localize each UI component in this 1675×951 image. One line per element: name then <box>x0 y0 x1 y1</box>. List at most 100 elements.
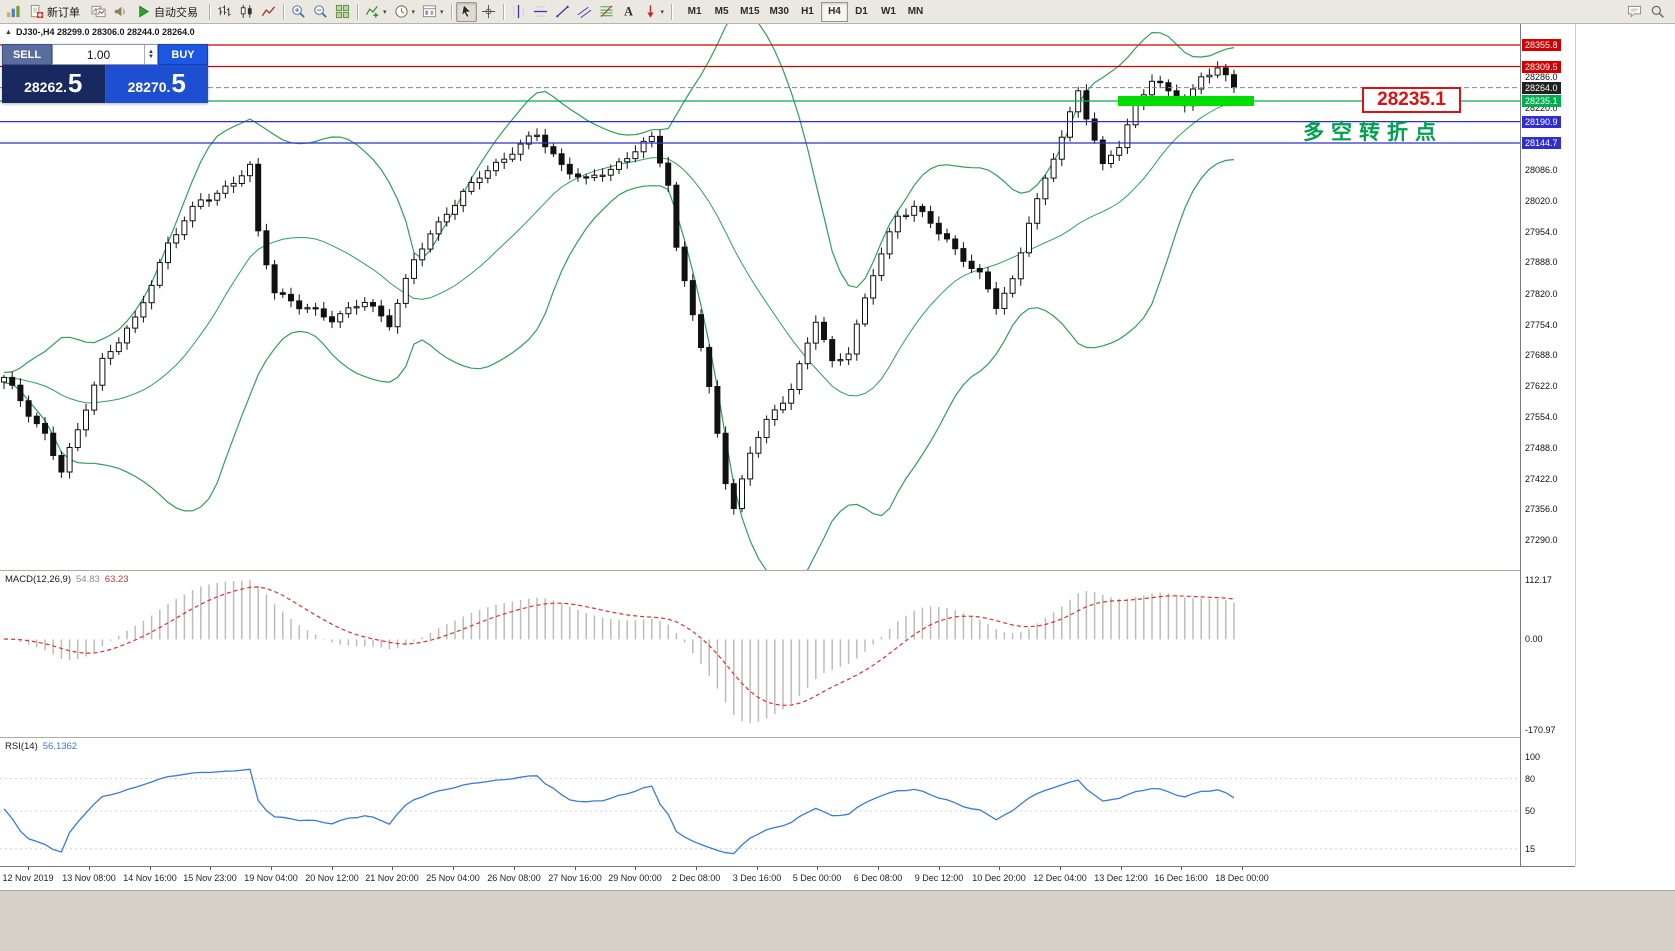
toolbar: 新订单 自动交易 ▾ ▾ ▾ A ▾ M1 M5 M15 M30 H1 H4 D1 W1 M… <box>0 0 1675 24</box>
toolbar-separator <box>671 3 673 20</box>
play-icon <box>139 5 150 18</box>
tf-button-h1[interactable]: H1 <box>801 6 814 17</box>
price-axis-value: 28086.0 <box>1525 165 1558 176</box>
profiles-button[interactable] <box>88 2 109 22</box>
panel-separator[interactable] <box>0 570 1574 572</box>
price-axis[interactable]: 28286.0 28220.0 28086.0 28020.0 27954.0 27888… <box>1520 24 1575 866</box>
level-lines[interactable] <box>0 44 1520 144</box>
tf-button-m1[interactable]: M1 <box>687 6 702 17</box>
one-click-trade-panel: SELL 1.00 ▲ ▼ BUY 28262. 5 28270. 5 <box>2 44 208 103</box>
tile-windows-button[interactable] <box>332 2 353 22</box>
macd-signal-value: 63.23 <box>104 574 129 585</box>
templates-button[interactable]: ▾ <box>419 2 447 22</box>
time-axis-tick <box>332 867 333 870</box>
price-axis-value: 27820.0 <box>1525 288 1558 299</box>
app-button[interactable] <box>3 2 24 22</box>
tf-button-d1[interactable]: D1 <box>855 6 868 17</box>
time-axis-label: 27 Nov 16:00 <box>548 873 602 883</box>
volume-input[interactable]: 1.00 ▲ ▼ <box>52 44 158 65</box>
new-order-button[interactable]: 新订单 <box>25 2 87 22</box>
price-chart[interactable] <box>0 24 1520 570</box>
volume-value: 1.00 <box>86 47 111 62</box>
time-axis[interactable]: 12 Nov 2019 13 Nov 08:00 14 Nov 16:00 15 No… <box>0 866 1575 890</box>
fibo-icon <box>599 5 613 17</box>
line-chart-button[interactable] <box>258 2 279 22</box>
trendline-button[interactable] <box>552 2 573 22</box>
sell-price[interactable]: 28262. 5 <box>2 65 106 103</box>
time-axis-label: 9 Dec 12:00 <box>914 873 964 883</box>
alerts-button[interactable] <box>110 2 131 22</box>
fibonacci-button[interactable] <box>596 2 617 22</box>
time-axis-label: 13 Nov 08:00 <box>62 873 116 883</box>
tf-button-m30[interactable]: M30 <box>769 6 789 17</box>
price-axis-value: 27554.0 <box>1525 412 1558 423</box>
vline-icon <box>512 4 524 19</box>
time-axis-tick <box>150 867 151 870</box>
community-button[interactable] <box>1624 2 1645 22</box>
price-axis-value: 27488.0 <box>1525 443 1558 454</box>
auto-trading-button[interactable]: 自动交易 <box>132 2 205 22</box>
vertical-line-button[interactable] <box>508 2 529 22</box>
time-axis-label: 25 Nov 04:00 <box>426 873 480 883</box>
tf-button-m5[interactable]: M5 <box>714 6 729 17</box>
spinner-down-icon[interactable]: ▼ <box>148 53 154 60</box>
arrows-button[interactable]: ▾ <box>640 2 668 22</box>
tf-button-h4[interactable]: H4 <box>820 1 848 22</box>
tf-button-mn[interactable]: MN <box>907 6 924 17</box>
periods-button[interactable]: ▾ <box>391 2 419 22</box>
macd-panel[interactable]: MACD(12,26,9) 54.83 63.23 <box>0 572 1520 737</box>
price-axis-label: 28235.1 <box>1522 95 1561 107</box>
buy-button[interactable]: BUY <box>158 44 208 65</box>
pivot-price-annotation[interactable]: 28235.1 <box>1362 87 1461 113</box>
buy-price[interactable]: 28270. 5 <box>105 65 208 103</box>
volume-spinner[interactable]: ▲ ▼ <box>144 45 157 64</box>
rsi-axis-value: 80 <box>1525 773 1536 784</box>
time-axis-tick <box>89 867 90 870</box>
time-axis-label: 2 Dec 08:00 <box>671 873 721 883</box>
time-axis-label: 18 Dec 00:00 <box>1215 873 1269 883</box>
horizontal-line-button[interactable] <box>530 2 551 22</box>
sell-price-frac: 5 <box>67 68 83 98</box>
price-axis-label: 28144.7 <box>1522 137 1561 149</box>
time-axis-tick <box>575 867 576 870</box>
neworder-icon <box>30 4 44 19</box>
price-axis-value: 27954.0 <box>1525 226 1558 237</box>
zoom-out-button[interactable] <box>310 2 331 22</box>
time-axis-label: 16 Dec 16:00 <box>1154 873 1208 883</box>
equidistant-channel-button[interactable] <box>574 2 595 22</box>
price-axis-label: 28264.0 <box>1522 81 1561 94</box>
channel-icon <box>577 6 591 18</box>
status-strip <box>0 890 1675 951</box>
rsi-panel[interactable]: RSI(14) 56.1362 <box>0 739 1520 866</box>
price-axis-value: 27356.0 <box>1525 504 1558 515</box>
symbol-info: ▲ DJ30-,H4 28299.0 28306.0 28244.0 28264… <box>5 27 195 37</box>
panel-separator[interactable] <box>0 737 1574 739</box>
sell-button[interactable]: SELL <box>2 44 52 65</box>
bar-chart-button[interactable] <box>214 2 235 22</box>
crosshair-button[interactable] <box>478 2 499 22</box>
bars-icon <box>218 5 231 17</box>
price-axis-label: 28190.9 <box>1522 115 1561 128</box>
cursor-button[interactable] <box>455 1 477 22</box>
textA-icon: A <box>624 5 633 19</box>
search-button[interactable] <box>1647 2 1668 22</box>
text-label-button[interactable]: A <box>618 2 639 22</box>
tf-button-m15[interactable]: M15 <box>740 6 760 17</box>
one-click-collapse-toggle[interactable]: ▲ <box>5 28 12 36</box>
price-axis-value: 27888.0 <box>1525 257 1558 268</box>
time-axis-label: 15 Nov 23:00 <box>183 873 237 883</box>
tf-button-w1[interactable]: W1 <box>880 6 896 17</box>
indicators-button[interactable]: ▾ <box>362 2 390 22</box>
time-axis-label: 12 Nov 2019 <box>2 873 54 883</box>
time-axis-label: 10 Dec 20:00 <box>972 873 1026 883</box>
candle-chart-button[interactable] <box>236 2 257 22</box>
main-chart-panel[interactable]: ▲ DJ30-,H4 28299.0 28306.0 28244.0 28264… <box>0 24 1520 570</box>
macd-label: MACD(12,26,9) 54.83 63.23 <box>5 574 129 585</box>
spinner-up-icon[interactable]: ▲ <box>148 48 154 55</box>
time-axis-label: 20 Nov 12:00 <box>305 873 359 883</box>
zoom-in-button[interactable] <box>288 2 309 22</box>
pivot-note-text[interactable]: 多空转折点 <box>1303 121 1443 144</box>
time-axis-label: 29 Nov 00:00 <box>608 873 662 883</box>
time-axis-label: 21 Nov 20:00 <box>365 873 419 883</box>
